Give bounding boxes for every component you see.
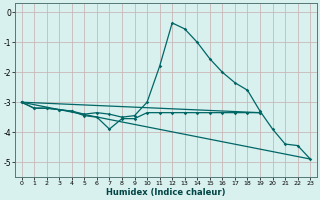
X-axis label: Humidex (Indice chaleur): Humidex (Indice chaleur) [106,188,226,197]
